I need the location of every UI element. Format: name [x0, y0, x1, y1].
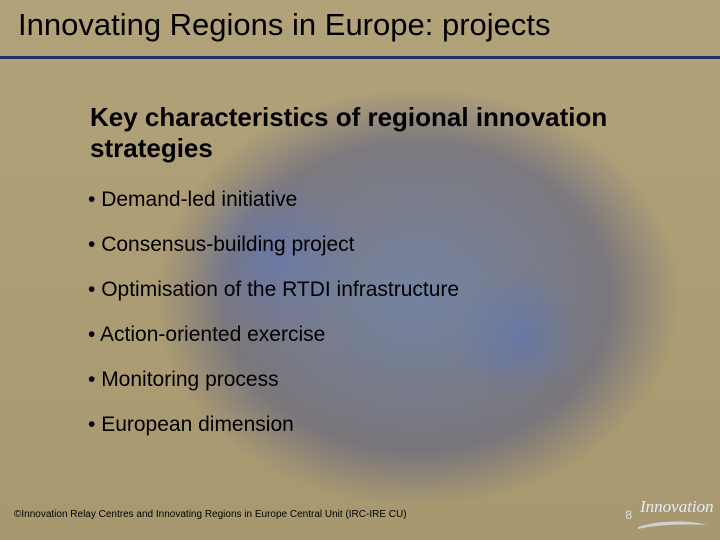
logo-text: Innovation	[640, 498, 710, 515]
list-item: Demand-led initiative	[88, 188, 648, 211]
list-item: Action-oriented exercise	[88, 323, 648, 346]
bullet-list: Demand-led initiative Consensus-building…	[88, 188, 648, 459]
subtitle: Key characteristics of regional innovati…	[90, 102, 650, 163]
slide: Innovating Regions in Europe: projects K…	[0, 0, 720, 540]
swoosh-icon	[638, 520, 708, 530]
list-item: Monitoring process	[88, 368, 648, 391]
page-title: Innovating Regions in Europe: projects	[18, 8, 702, 42]
footer-text: ©Innovation Relay Centres and Innovating…	[14, 509, 574, 520]
page-number: 8	[625, 508, 632, 522]
innovation-logo: Innovation	[640, 498, 710, 532]
list-item: European dimension	[88, 413, 648, 436]
title-rule	[0, 56, 720, 59]
list-item: Optimisation of the RTDI infrastructure	[88, 278, 648, 301]
list-item: Consensus-building project	[88, 233, 648, 256]
